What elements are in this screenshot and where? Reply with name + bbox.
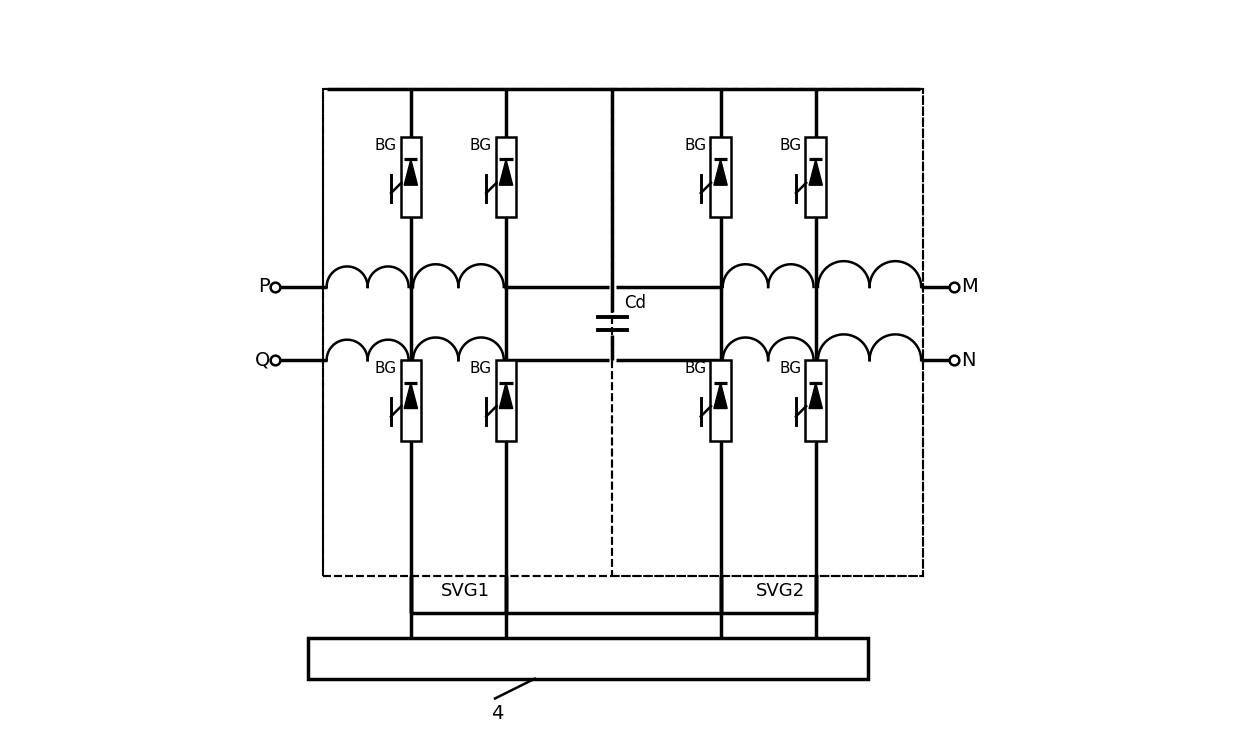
Text: BG: BG — [779, 362, 802, 376]
Bar — [710, 360, 731, 441]
Text: 4: 4 — [492, 704, 504, 723]
Text: SVG1: SVG1 — [441, 582, 491, 600]
Text: BG: BG — [374, 362, 396, 376]
Bar — [309, 639, 869, 678]
Text: N: N — [961, 351, 976, 370]
Polygon shape — [809, 383, 823, 409]
Bar — [805, 137, 826, 218]
Polygon shape — [404, 159, 418, 185]
Bar — [400, 137, 421, 218]
Text: BG: BG — [684, 362, 706, 376]
Bar — [710, 137, 731, 218]
Bar — [323, 89, 923, 576]
Polygon shape — [714, 383, 727, 409]
Polygon shape — [499, 383, 513, 409]
Bar — [612, 89, 923, 576]
Bar — [400, 360, 421, 441]
Bar — [496, 360, 517, 441]
Text: Cd: Cd — [624, 294, 646, 312]
Text: BG: BG — [684, 138, 706, 153]
Text: BG: BG — [374, 138, 396, 153]
Text: BG: BG — [470, 362, 492, 376]
Text: P: P — [259, 277, 270, 296]
Text: SVG2: SVG2 — [756, 582, 805, 600]
Polygon shape — [714, 159, 727, 185]
Polygon shape — [404, 383, 418, 409]
Text: BG: BG — [779, 138, 802, 153]
Polygon shape — [809, 159, 823, 185]
Bar — [496, 137, 517, 218]
Text: BG: BG — [470, 138, 492, 153]
Polygon shape — [499, 159, 513, 185]
Bar — [805, 360, 826, 441]
Text: Q: Q — [255, 351, 270, 370]
Bar — [323, 89, 612, 576]
Text: M: M — [961, 277, 979, 296]
